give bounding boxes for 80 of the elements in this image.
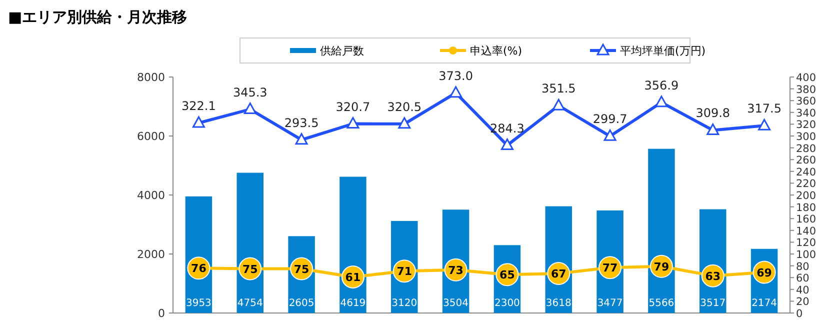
data-label: 356.9 <box>644 78 679 92</box>
data-label: 75 <box>294 262 310 276</box>
bar <box>340 176 366 313</box>
data-label: 65 <box>500 268 515 282</box>
data-label: 5566 <box>648 298 674 309</box>
data-label: 63 <box>705 270 721 283</box>
y2-tick-label: 360 <box>796 96 816 108</box>
data-label: 345.3 <box>232 85 268 100</box>
point <box>655 96 668 108</box>
data-label: 77 <box>602 262 618 275</box>
y2-tick-label: 280 <box>796 142 816 155</box>
point <box>244 102 256 114</box>
data-label: 3953 <box>186 298 212 309</box>
data-label: 4619 <box>340 298 366 309</box>
y2-tick-label: 320 <box>796 119 816 132</box>
data-label: 2605 <box>288 298 314 309</box>
point <box>346 117 360 129</box>
legend-label: 平均坪単価(万円) <box>620 44 706 58</box>
y-tick-label: 8000 <box>137 71 165 84</box>
point <box>500 138 514 150</box>
data-label: 4754 <box>237 298 263 309</box>
y2-tick-label: 20 <box>796 296 810 308</box>
y2-tick-label: 180 <box>796 202 816 214</box>
legend-label: 申込率(%) <box>470 44 522 58</box>
y-tick-label: 6000 <box>137 130 165 143</box>
data-label: 75 <box>242 262 258 276</box>
data-label: 71 <box>396 265 412 278</box>
data-label: 3477 <box>597 298 623 309</box>
data-label: 69 <box>756 266 772 280</box>
data-label: 320.7 <box>336 100 370 114</box>
y2-tick-label: 260 <box>796 154 816 167</box>
data-label: 79 <box>654 260 670 274</box>
point <box>552 98 565 110</box>
data-label: 76 <box>191 262 207 276</box>
data-label: 3618 <box>546 298 572 309</box>
data-label: 320.5 <box>387 100 422 114</box>
data-label: 299.7 <box>592 112 628 126</box>
y2-tick-label: 160 <box>796 214 816 226</box>
y2-tick-label: 240 <box>796 166 816 178</box>
y2-tick-label: 120 <box>796 237 816 250</box>
y-tick-label: 2000 <box>137 248 165 261</box>
point <box>192 116 205 128</box>
y2-tick-label: 100 <box>796 249 816 261</box>
data-label: 309.8 <box>696 106 730 120</box>
y2-tick-label: 300 <box>796 131 816 143</box>
legend-label: 供給戸数 <box>320 44 364 58</box>
point <box>295 133 308 145</box>
bar <box>648 148 675 313</box>
data-label: 3120 <box>392 298 418 309</box>
point <box>604 129 616 141</box>
data-label: 3504 <box>443 298 469 309</box>
data-label: 322.1 <box>182 98 216 113</box>
data-label: 67 <box>550 267 566 280</box>
point <box>450 86 462 98</box>
data-label: 2174 <box>752 298 778 309</box>
y2-tick-label: 40 <box>796 284 810 296</box>
data-label: 284.3 <box>490 121 524 136</box>
y2-tick-label: 380 <box>796 84 816 96</box>
data-label: 2300 <box>494 298 520 309</box>
y2-tick-label: 340 <box>796 107 816 120</box>
y2-tick-label: 140 <box>796 225 816 238</box>
y2-tick-label: 200 <box>796 190 816 202</box>
y2-tick-label: 400 <box>796 72 816 84</box>
y-tick-label: 4000 <box>137 189 165 202</box>
data-label: 317.5 <box>747 102 782 116</box>
data-label: 73 <box>448 264 464 277</box>
data-label: 61 <box>345 271 361 284</box>
y2-tick-label: 220 <box>796 178 816 190</box>
y-tick-label: 0 <box>158 307 165 320</box>
point <box>398 117 411 129</box>
data-label: 373.0 <box>438 68 473 83</box>
data-label: 351.5 <box>541 82 576 96</box>
point <box>758 118 771 130</box>
y2-tick-label: 0 <box>796 308 803 320</box>
chart-title: ■エリア別供給・月次推移 <box>8 8 188 26</box>
y2-tick-label: 60 <box>796 272 810 285</box>
data-label: 3517 <box>700 298 726 309</box>
data-label: 293.5 <box>284 116 319 130</box>
point <box>706 123 720 135</box>
y2-tick-label: 80 <box>796 260 810 273</box>
